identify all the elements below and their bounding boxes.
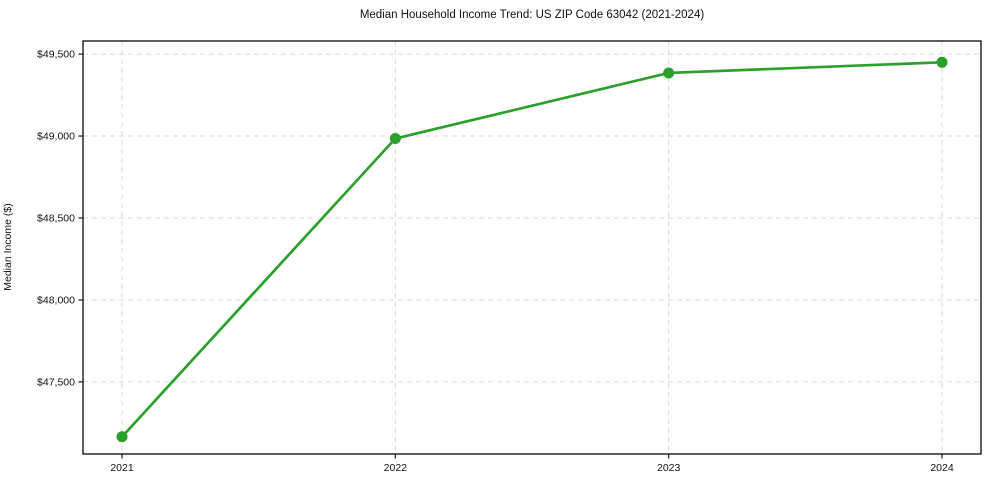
x-tick-label: 2023 <box>657 462 681 474</box>
y-tick-label: $48,500 <box>37 213 75 225</box>
data-point <box>663 67 675 79</box>
y-tick-label: $48,000 <box>37 294 75 306</box>
data-point <box>389 133 401 145</box>
x-tick-label: 2022 <box>384 462 408 474</box>
plot-border <box>82 40 982 455</box>
x-tick-label: 2024 <box>930 462 954 474</box>
data-point <box>116 431 128 443</box>
y-tick-label: $47,500 <box>37 376 75 388</box>
x-tick-label: 2021 <box>110 462 134 474</box>
chart-title: Median Household Income Trend: US ZIP Co… <box>359 9 705 21</box>
data-point <box>936 56 948 68</box>
y-tick-label: $49,000 <box>37 131 75 143</box>
y-tick-label: $49,500 <box>37 49 75 61</box>
trend-line <box>120 60 944 439</box>
